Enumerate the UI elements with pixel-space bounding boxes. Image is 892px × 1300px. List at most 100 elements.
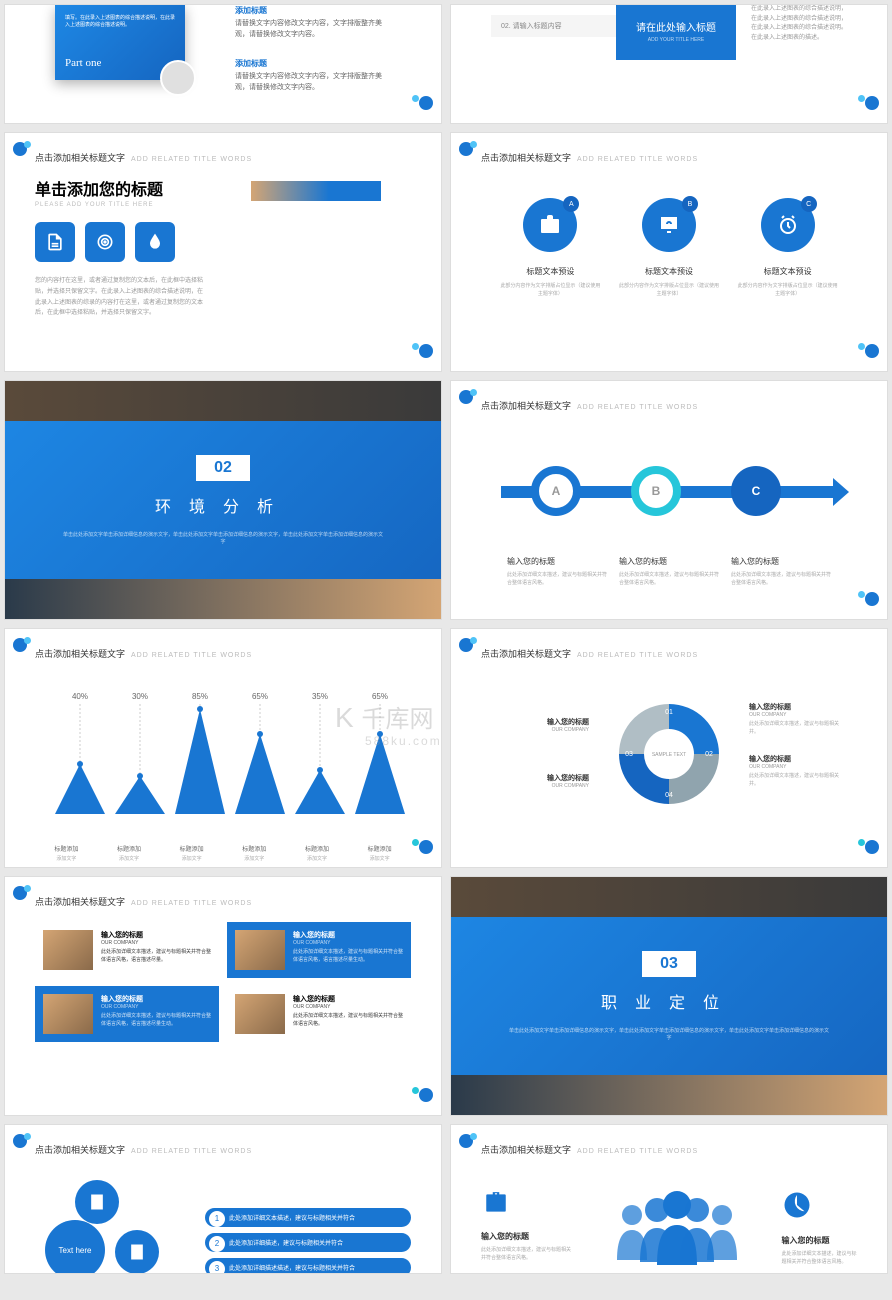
numbered-list: 此处添加详细文本描述，建议与标题相关并符合此处添加详细描述，建议与标题相关并符合… <box>205 1208 411 1275</box>
right-labels: 输入您的标题OUR COMPANY此处添加详细文本描述，建议与标题相关并。 输入… <box>749 702 847 806</box>
bg-photo-top <box>5 381 441 421</box>
slide-11: 点击添加相关标题文字ADD RELATED TITLE WORDS Text h… <box>4 1124 442 1274</box>
slide-10-section: 03 职业定位 单击此处添加文字单击添加详细信息的演示文字，单击此处添加文字单击… <box>450 876 888 1116</box>
feature-desc: 此部分内容作为文字排版占位显示（建议使用主题字体） <box>738 283 838 298</box>
left-labels: 输入您的标题OUR COMPANY 输入您的标题OUR COMPANY <box>491 717 589 792</box>
list-item: 此处添加详细描述，建议与标题相关并符合 <box>205 1233 411 1252</box>
donut-layout: 输入您的标题OUR COMPANY 输入您的标题OUR COMPANY 01 0… <box>451 664 887 844</box>
corner-dots <box>861 839 879 859</box>
content-box: 输入您的标题OUR COMPANY此处添加详细文本描述，建议与标题相关并符合整体… <box>35 986 219 1042</box>
chart-labels: 标题添加添加文字标题添加添加文字标题添加添加文字标题添加添加文字标题添加添加文字… <box>5 844 441 862</box>
item-list: 添加标题 请替换文字内容修改文字内容，文字排版整齐美观，请替换修改文字内容。 添… <box>235 5 395 111</box>
slide-header: 点击添加相关标题文字ADD RELATED TITLE WORDS <box>5 629 441 664</box>
svg-text:02: 02 <box>705 751 713 758</box>
avatar <box>160 60 196 96</box>
item-title: 添加标题 <box>235 58 395 69</box>
slide-header: 点击添加相关标题文字ADD RELATED TITLE WORDS <box>451 133 887 168</box>
pie-icon <box>782 1190 812 1220</box>
svg-text:04: 04 <box>665 792 673 799</box>
badge: B <box>682 196 698 212</box>
corner-dots <box>861 343 879 363</box>
bg-photo-bot <box>451 1075 887 1115</box>
feature-item: C 标题文本预设 此部分内容作为文字排版占位显示（建议使用主题字体） <box>738 198 838 298</box>
section-number: 02 <box>196 455 250 481</box>
card-text: 填写。在此录入上述图表的综合描述说明，在此录入上述图表的综合描述说明。 <box>65 15 175 29</box>
section-desc: 单击此处添加文字单击添加详细信息的演示文字，单击此处添加文字单击添加详细信息的演… <box>509 1027 829 1041</box>
list-item: 此处添加详细文本描述，建议与标题相关并符合 <box>205 1208 411 1227</box>
right-col: 输入您的标题 此处添加详细文本描述，建议与标题相关并符合整体语言风格。 <box>782 1190 857 1266</box>
step-labels: 输入您的标题此处添加详细文本描述，建议与标题相关并符合整体语言风格。 输入您的标… <box>451 556 887 587</box>
col-desc: 此处添加详细文本描述，建议与标题相关并符合整体语言风格。 <box>782 1250 857 1266</box>
peak-chart: 40%30%85%65%35%65% <box>35 684 411 834</box>
step-desc: 此处添加详细文本描述，建议与标题相关并符合整体语言风格。 <box>507 571 607 587</box>
drop-icon <box>135 222 175 262</box>
slide-8-donut: 点击添加相关标题文字ADD RELATED TITLE WORDS 输入您的标题… <box>450 628 888 868</box>
slide-header: 点击添加相关标题文字ADD RELATED TITLE WORDS <box>451 629 887 664</box>
slide-header: 点击添加相关标题文字ADD RELATED TITLE WORDS <box>5 877 441 912</box>
slide-3: 点击添加相关标题文字ADD RELATED TITLE WORDS 单击添加您的… <box>4 132 442 372</box>
step-title: 输入您的标题 <box>619 556 719 567</box>
content-box: 输入您的标题OUR COMPANY此处添加详细文本描述，建议与标题相关并符合整体… <box>35 922 219 978</box>
step-desc: 此处添加详细文本描述，建议与标题相关并符合整体语言风格。 <box>619 571 719 587</box>
bg-photo-bot <box>5 579 441 619</box>
svg-text:40%: 40% <box>72 692 88 701</box>
slide-2: 02. 请输入标题内容 请在此处输入标题 ADD YOUR TITLE HERE… <box>450 4 888 124</box>
slide-header: 点击添加相关标题文字ADD RELATED TITLE WORDS <box>451 381 887 416</box>
thumb-image <box>43 994 93 1034</box>
corner-dots <box>861 591 879 611</box>
desc-text: 在此录入上述图表的综合描述说明，在此录入上述图表的综合描述说明，在此录入上述图表… <box>751 5 851 43</box>
svg-text:85%: 85% <box>192 692 208 701</box>
monitor-icon: B <box>642 198 696 252</box>
corner-dots <box>415 95 433 115</box>
list-item: 此处添加详细描述描述，建议与标题相关并符合 <box>205 1258 411 1275</box>
slide-5-section: 02 环境分析 单击此处添加文字单击添加详细信息的演示文字，单击此处添加文字单击… <box>4 380 442 620</box>
corner-dots <box>459 1133 477 1153</box>
part-label: Part one <box>65 57 175 69</box>
slide-7-chart: 点击添加相关标题文字ADD RELATED TITLE WORDS 40% 30%… <box>4 628 442 868</box>
slide-1: 填写。在此录入上述图表的综合描述说明，在此录入上述图表的综合描述说明。 Part… <box>4 4 442 124</box>
badge: C <box>801 196 817 212</box>
document-icon <box>35 222 75 262</box>
item-desc: 请替换文字内容修改文字内容，文字排版整齐美观，请替换修改文字内容。 <box>235 19 395 40</box>
slide-6: 点击添加相关标题文字ADD RELATED TITLE WORDS A B C … <box>450 380 888 620</box>
feature-label: 标题文本预设 <box>738 266 838 277</box>
corner-dots <box>415 1087 433 1107</box>
title-main: 请在此处输入标题 <box>616 19 736 34</box>
svg-text:30%: 30% <box>132 692 148 701</box>
corner-dots <box>13 637 31 657</box>
slide-grid: 填写。在此录入上述图表的综合描述说明，在此录入上述图表的综合描述说明。 Part… <box>0 0 892 1278</box>
left-col: 输入您的标题 此处添加详细文本描述，建议与标题相关并符合整体语言风格。 <box>481 1190 572 1262</box>
section-title: 环境分析 <box>155 493 291 517</box>
slide-4: 点击添加相关标题文字ADD RELATED TITLE WORDS A 标题文本… <box>450 132 888 372</box>
slide-header: 点击添加相关标题文字ADD RELATED TITLE WORDS <box>5 133 441 168</box>
corner-dots <box>459 637 477 657</box>
clock-icon: C <box>761 198 815 252</box>
slide-header: 点击添加相关标题文字ADD RELATED TITLE WORDS <box>5 1125 441 1160</box>
corner-dots <box>459 389 477 409</box>
feature-desc: 此部分内容作为文字排版占位显示（建议使用主题字体） <box>619 283 719 298</box>
corner-dots <box>13 141 31 161</box>
corner-dots <box>13 885 31 905</box>
col-title: 输入您的标题 <box>481 1231 572 1242</box>
donut-center: SAMPLE TEXT <box>652 752 686 758</box>
peaks-svg: 40%30%85%65%35%65% <box>35 684 405 834</box>
section-number: 03 <box>642 951 696 977</box>
donut-chart: 01 02 04 03 SAMPLE TEXT <box>609 694 729 814</box>
content-box: 输入您的标题OUR COMPANY此处添加详细文本描述，建议与标题相关并符合整体… <box>227 986 411 1042</box>
feature-label: 标题文本预设 <box>500 266 600 277</box>
col-title: 输入您的标题 <box>782 1235 857 1246</box>
step-title: 输入您的标题 <box>731 556 831 567</box>
building-icon <box>115 1230 159 1274</box>
slide-9: 点击添加相关标题文字ADD RELATED TITLE WORDS 输入您的标题… <box>4 876 442 1116</box>
bg-photo-top <box>451 877 887 917</box>
slide-header: 点击添加相关标题文字ADD RELATED TITLE WORDS <box>451 1125 887 1160</box>
svg-text:35%: 35% <box>312 692 328 701</box>
process-flow: A B C <box>501 456 837 536</box>
corner-dots <box>459 141 477 161</box>
step-title: 输入您的标题 <box>507 556 607 567</box>
feature-item: B 标题文本预设 此部分内容作为文字排版占位显示（建议使用主题字体） <box>619 198 719 298</box>
people-icon <box>602 1190 752 1270</box>
thumb-image <box>235 930 285 970</box>
svg-text:65%: 65% <box>372 692 388 701</box>
building-icon <box>75 1180 119 1224</box>
